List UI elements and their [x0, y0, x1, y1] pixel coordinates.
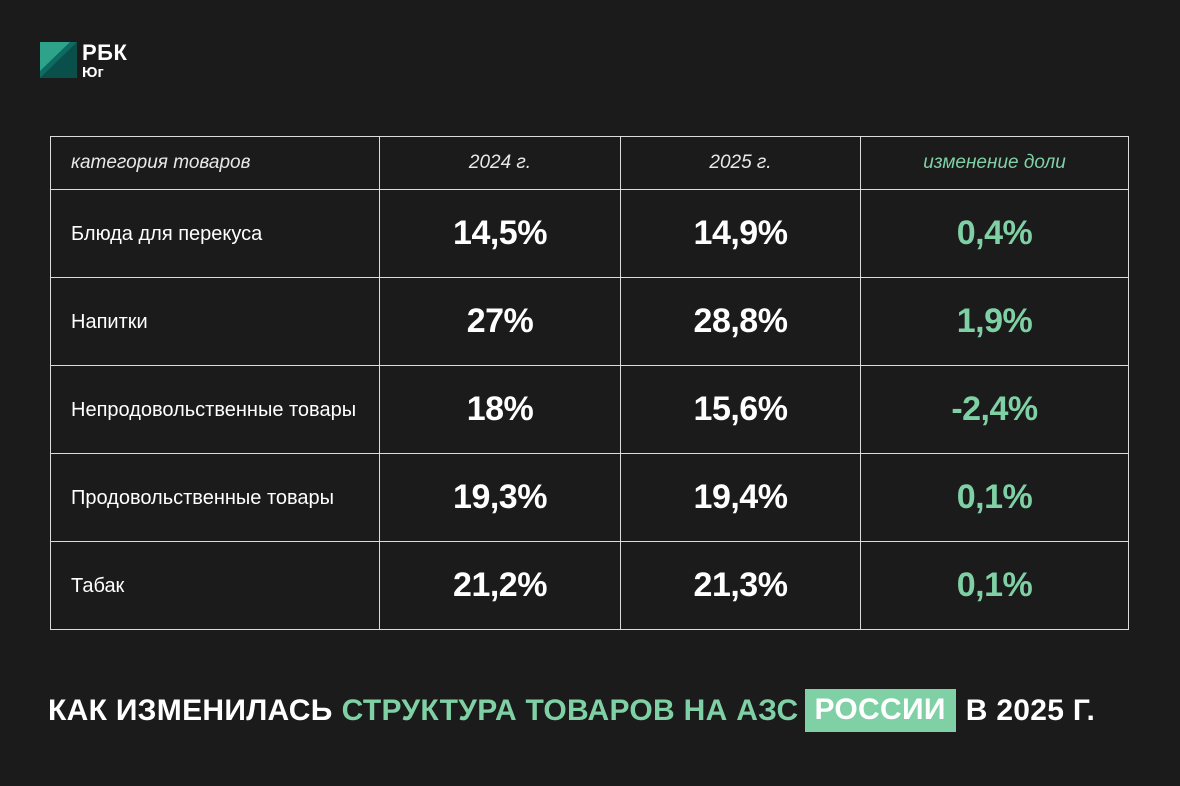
- table-row: Продовольственные товары 19,3% 19,4% 0,1…: [50, 453, 1129, 542]
- title-part-4: В 2025 Г.: [965, 693, 1096, 727]
- category-cell: Напитки: [50, 277, 380, 366]
- rbc-logo-icon: [40, 42, 77, 78]
- logo-region: Юг: [82, 64, 104, 81]
- category-cell: Продовольственные товары: [50, 453, 380, 542]
- change-cell: 1,9%: [860, 277, 1129, 366]
- column-header-2024: 2024 г.: [379, 136, 621, 190]
- table-header-row: категория товаров 2024 г. 2025 г. измене…: [50, 136, 1129, 190]
- value-2024-cell: 18%: [379, 365, 621, 454]
- category-cell: Блюда для перекуса: [50, 189, 380, 278]
- chart-title: КАК ИЗМЕНИЛАСЬ СТРУКТУРА ТОВАРОВ НА АЗС …: [48, 687, 1095, 734]
- data-table: категория товаров 2024 г. 2025 г. измене…: [50, 136, 1129, 630]
- change-cell: -2,4%: [860, 365, 1129, 454]
- change-cell: 0,1%: [860, 453, 1129, 542]
- table-row: Блюда для перекуса 14,5% 14,9% 0,4%: [50, 189, 1129, 278]
- title-part-2: СТРУКТУРА ТОВАРОВ НА АЗС: [341, 693, 799, 727]
- value-2025-cell: 14,9%: [620, 189, 861, 278]
- category-cell: Непродовольственные товары: [50, 365, 380, 454]
- table-row: Напитки 27% 28,8% 1,9%: [50, 277, 1129, 366]
- change-cell: 0,1%: [860, 541, 1129, 630]
- value-2025-cell: 28,8%: [620, 277, 861, 366]
- value-2024-cell: 21,2%: [379, 541, 621, 630]
- column-header-2025: 2025 г.: [620, 136, 861, 190]
- title-part-1: КАК ИЗМЕНИЛАСЬ: [48, 693, 333, 727]
- table-row: Непродовольственные товары 18% 15,6% -2,…: [50, 365, 1129, 454]
- value-2025-cell: 15,6%: [620, 365, 861, 454]
- value-2025-cell: 19,4%: [620, 453, 861, 542]
- column-header-change: изменение доли: [860, 136, 1129, 190]
- title-highlight: РОССИИ: [804, 689, 956, 732]
- table-row: Табак 21,2% 21,3% 0,1%: [50, 541, 1129, 630]
- logo-brand: РБК: [82, 40, 128, 65]
- value-2024-cell: 27%: [379, 277, 621, 366]
- rbc-logo: РБК Юг: [40, 40, 128, 81]
- value-2024-cell: 19,3%: [379, 453, 621, 542]
- change-cell: 0,4%: [860, 189, 1129, 278]
- value-2024-cell: 14,5%: [379, 189, 621, 278]
- value-2025-cell: 21,3%: [620, 541, 861, 630]
- category-cell: Табак: [50, 541, 380, 630]
- column-header-category: категория товаров: [50, 136, 380, 190]
